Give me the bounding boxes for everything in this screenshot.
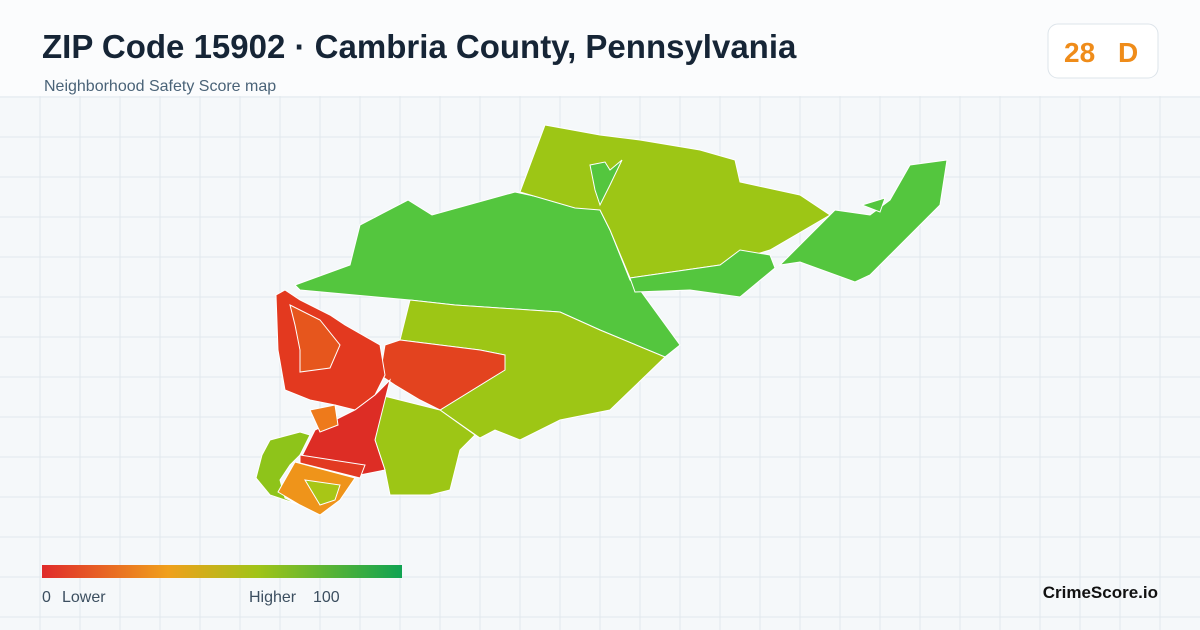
area (289, 304, 341, 373)
zip-map (255, 124, 948, 516)
legend-max-label: Higher (249, 589, 297, 606)
legend-gradient (42, 565, 402, 578)
area (299, 454, 366, 479)
score-badge (1047, 23, 1159, 79)
brand: CrimeScore.io (1043, 583, 1158, 602)
area (309, 404, 339, 433)
grade: D (1118, 37, 1138, 68)
area (860, 197, 886, 213)
header-bg (0, 0, 1200, 96)
title: ZIP Code 15902 · Cambria County, Pennsyl… (42, 28, 797, 65)
area (778, 159, 948, 283)
legend-min-label: Lower (62, 589, 106, 606)
area (304, 479, 341, 506)
area (629, 249, 776, 298)
area (299, 378, 391, 476)
score: 28 (1064, 37, 1095, 68)
legend-max: 100 (313, 589, 340, 606)
area (294, 191, 681, 358)
subtitle: Neighborhood Safety Score map (44, 78, 276, 95)
legend-min: 0 (42, 589, 51, 606)
area (589, 159, 623, 207)
